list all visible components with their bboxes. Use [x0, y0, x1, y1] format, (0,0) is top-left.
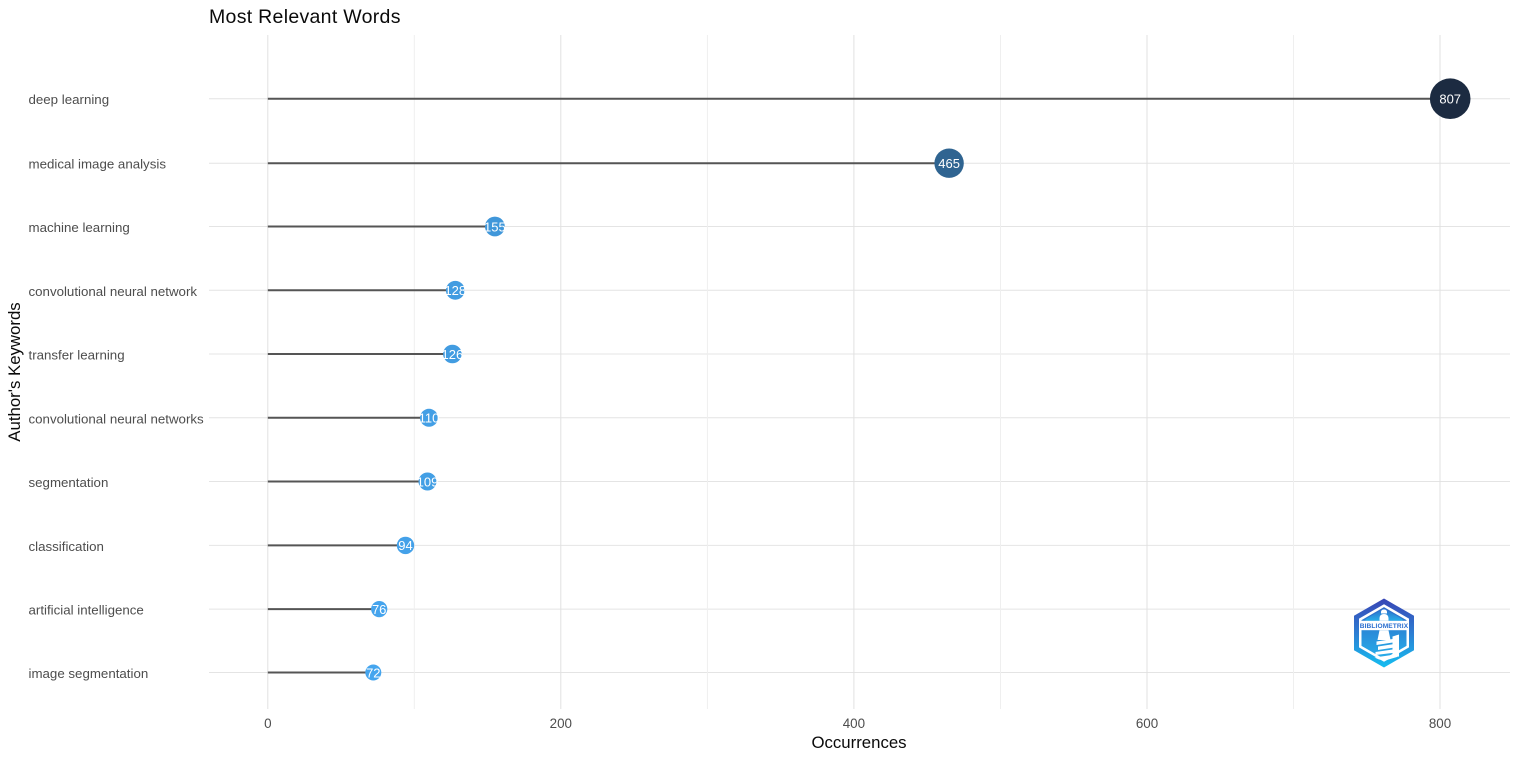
svg-text:600: 600: [1136, 716, 1158, 731]
svg-text:126: 126: [442, 347, 464, 362]
svg-text:convolutional neural networks: convolutional neural networks: [29, 411, 205, 426]
svg-text:machine learning: machine learning: [29, 220, 130, 235]
svg-text:Author's Keywords: Author's Keywords: [5, 302, 24, 441]
svg-text:800: 800: [1429, 716, 1451, 731]
svg-text:convolutional neural network: convolutional neural network: [29, 284, 198, 299]
svg-text:94: 94: [398, 538, 412, 553]
svg-text:medical image analysis: medical image analysis: [29, 157, 167, 172]
svg-text:BIBLIOMETRIX: BIBLIOMETRIX: [1360, 623, 1409, 630]
svg-text:110: 110: [419, 411, 440, 426]
svg-text:Most Relevant Words: Most Relevant Words: [209, 6, 401, 28]
svg-text:400: 400: [843, 716, 865, 731]
svg-text:128: 128: [444, 283, 466, 298]
svg-text:transfer learning: transfer learning: [29, 348, 125, 363]
svg-text:deep learning: deep learning: [29, 92, 110, 107]
svg-text:artificial intelligence: artificial intelligence: [29, 603, 144, 618]
svg-text:0: 0: [264, 716, 271, 731]
svg-text:200: 200: [550, 716, 572, 731]
svg-text:465: 465: [938, 156, 960, 171]
svg-text:Occurrences: Occurrences: [811, 733, 906, 752]
svg-text:classification: classification: [29, 539, 104, 554]
svg-text:segmentation: segmentation: [29, 475, 109, 490]
svg-text:807: 807: [1439, 92, 1461, 107]
svg-text:109: 109: [417, 474, 439, 489]
svg-text:155: 155: [484, 219, 506, 234]
svg-text:76: 76: [372, 602, 386, 617]
svg-text:image segmentation: image segmentation: [29, 666, 149, 681]
svg-text:72: 72: [366, 665, 380, 680]
